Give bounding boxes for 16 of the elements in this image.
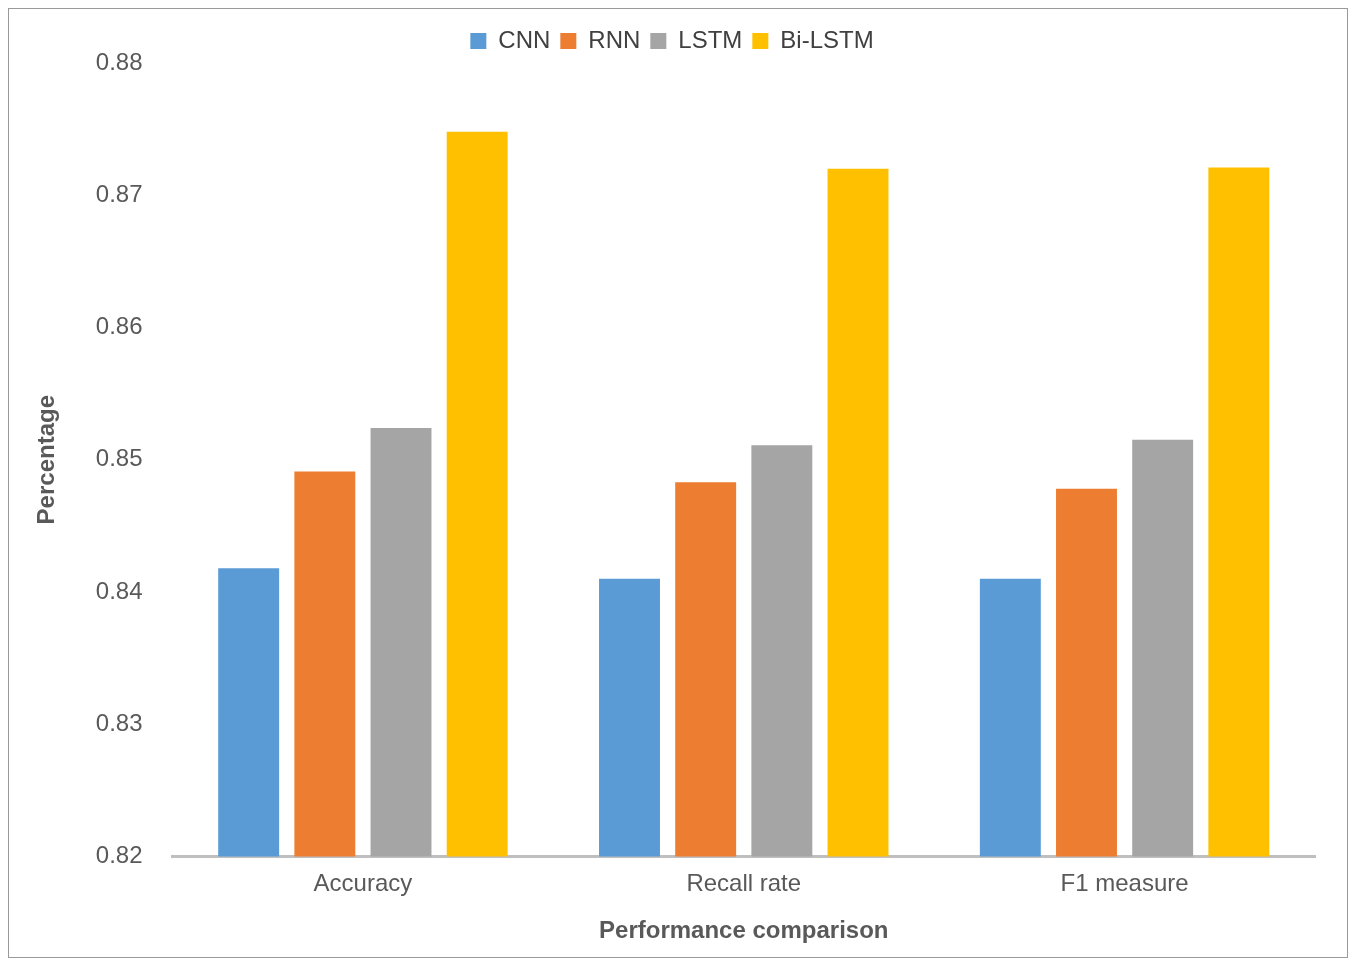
x-tick-label: Recall rate	[686, 869, 802, 897]
y-tick-label: 0.88	[95, 47, 143, 75]
legend-label: RNN	[588, 25, 641, 53]
legend-label: CNN	[498, 25, 551, 53]
y-tick-label: 0.82	[95, 841, 143, 869]
y-tick-label: 0.86	[95, 312, 143, 340]
y-tick-label: 0.84	[95, 576, 143, 604]
y-tick-label: 0.85	[95, 444, 143, 472]
legend-label: LSTM	[678, 25, 743, 53]
y-axis-title: Percentage	[32, 395, 60, 525]
y-tick-label: 0.87	[95, 179, 143, 207]
y-tick-label: 0.83	[95, 708, 143, 736]
x-axis-title: Performance comparison	[599, 916, 889, 944]
x-tick-label: Accuracy	[313, 869, 413, 897]
x-tick-label: F1 measure	[1060, 869, 1189, 897]
legend-label: Bi-LSTM	[780, 25, 874, 53]
